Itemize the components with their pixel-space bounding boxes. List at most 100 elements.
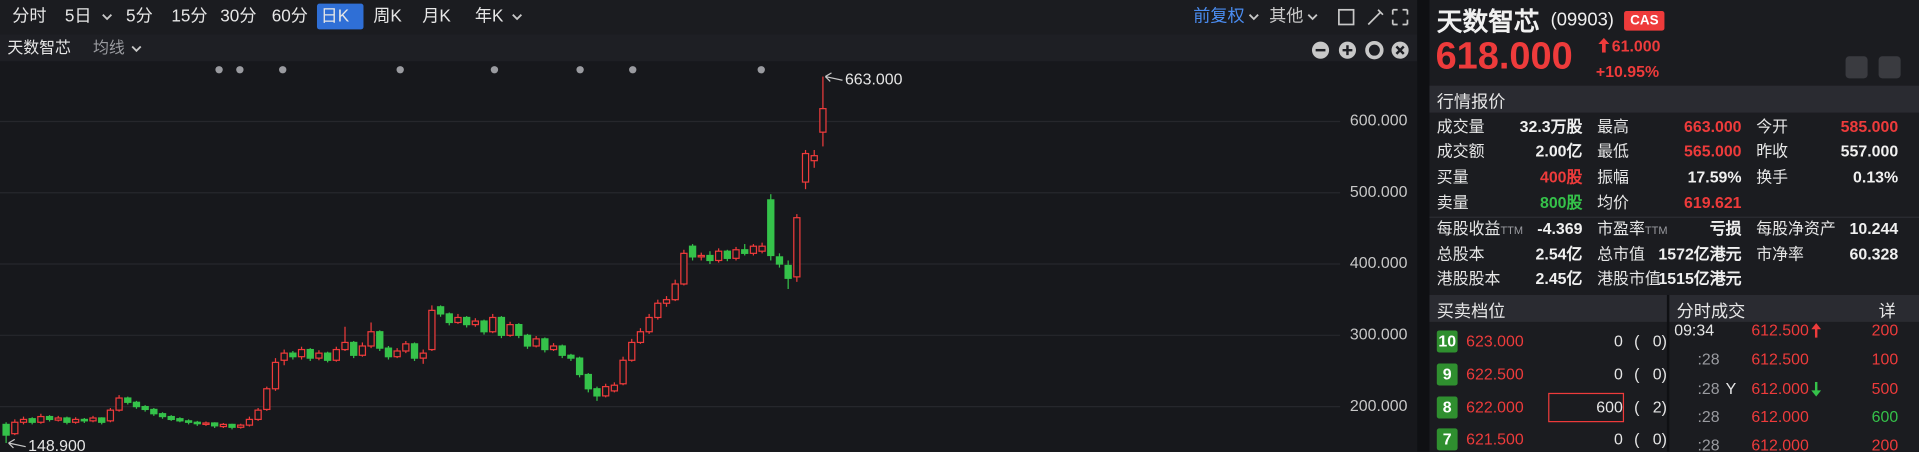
candle-body [515,324,523,336]
candle-body [671,283,679,301]
price-change-pct: +10.95% [1595,62,1660,81]
candle-body [645,316,653,333]
settings[interactable] [1365,40,1384,60]
candle-body [480,320,488,333]
candle-body [158,413,167,418]
event-marker[interactable] [629,66,637,74]
trade-dir [1811,323,1822,338]
candle-body [367,331,375,347]
field-label: 港股股本 [1436,269,1501,288]
candle-body [680,252,688,285]
period-tab[interactable]: 日K [321,6,350,26]
stock-name: 天数智芯 [1436,8,1540,37]
candle-body [610,384,619,392]
level-badge: 9 [1436,363,1458,386]
candle-body [654,302,662,319]
ma-chevron [131,45,142,53]
field-label: 最高 [1597,117,1629,136]
candle-body [202,422,210,426]
draw-icon[interactable] [1367,9,1384,26]
chart-bg [0,0,1417,452]
period-tab[interactable]: 周K [373,6,402,26]
trade-price: 612.000 [1751,379,1809,398]
cas-badge: CAS [1624,11,1665,31]
more-menu[interactable]: 其他 [1269,6,1303,26]
period-tab[interactable]: 月K [422,6,451,26]
candle-body [219,423,228,428]
candle-body [37,415,45,423]
candle-body [167,415,175,421]
period-tab[interactable]: 5日 [65,6,92,26]
level-badge: 10 [1436,330,1458,353]
more-chevron [1307,14,1318,21]
field-value: -4.369 [1537,219,1583,238]
period-tab[interactable]: 30分 [220,6,256,26]
chart-header-bg [0,34,1418,62]
event-marker[interactable] [279,66,287,74]
event-marker[interactable] [490,66,499,74]
candle-body [793,217,801,278]
period-tab[interactable]: 分时 [12,6,46,26]
candle-body [628,341,636,361]
event-marker[interactable] [215,66,223,74]
period-tab[interactable]: 60分 [272,6,308,26]
candle-body [2,423,10,436]
event-marker[interactable] [236,66,244,74]
close-glyph [1395,45,1405,55]
qty-highlight [1548,392,1625,423]
trade-time: :28 [1697,435,1720,452]
candle-body [54,417,62,421]
trade-flag: Y [1725,379,1737,398]
trade-arrow [1811,323,1822,338]
event-marker[interactable] [396,66,404,74]
field-value: 1572亿港元 [1658,244,1742,264]
field-value: 2.00亿 [1535,141,1583,161]
candle-body [445,313,453,324]
adjust-menu[interactable]: 前复权 [1193,6,1244,26]
last-price: 618.000 [1435,34,1573,78]
period-tab[interactable]: 年K [475,6,504,26]
event-marker[interactable] [757,66,765,74]
candle-body [697,254,705,258]
field-value: 585.000 [1840,117,1899,136]
candle-body [11,421,19,435]
candle-body [350,341,358,356]
candle-body [280,352,288,361]
candle-body [810,155,818,162]
ma-menu[interactable]: 均线 [93,39,125,57]
event-marker[interactable] [576,66,584,74]
field-label: 总股本 [1436,244,1485,264]
candle-body [619,359,627,385]
detail-btn[interactable]: 详 [1878,301,1896,321]
bid-qty: 600 [1596,397,1623,417]
bid-qty: 0 [1613,331,1623,351]
add-watch-btn[interactable] [1845,56,1868,79]
trade-price: 612.500 [1751,320,1809,340]
period-menu-chevron [512,14,523,21]
candle-body [428,309,436,351]
annotation-arrow [8,438,26,449]
candle-body [593,388,601,397]
candle-body [254,409,262,421]
candle-body [306,348,314,359]
alert-btn[interactable] [1878,56,1901,79]
candle-body [567,354,575,359]
candle-body [358,345,367,356]
fullscreen-icon[interactable] [1391,8,1409,26]
stock-code: (09903) [1550,9,1614,31]
field-value: 663.000 [1684,117,1742,136]
field-label: 买量 [1436,167,1469,187]
period-tab[interactable]: 15分 [171,6,207,26]
field-value: 400股 [1539,167,1583,187]
trade-arrow [1811,381,1822,397]
field-label: 每股净资产 [1756,219,1836,238]
level-badge: 8 [1436,396,1458,419]
annotation-arrow [824,72,843,82]
field-label: 振幅 [1597,167,1629,187]
trade-time: :28 [1697,379,1720,398]
layout-icon[interactable] [1338,8,1355,26]
candle-body [784,264,792,279]
field-label: 换手 [1756,167,1789,187]
period-tab[interactable]: 5分 [126,6,153,26]
bid-price: 623.000 [1466,331,1524,351]
